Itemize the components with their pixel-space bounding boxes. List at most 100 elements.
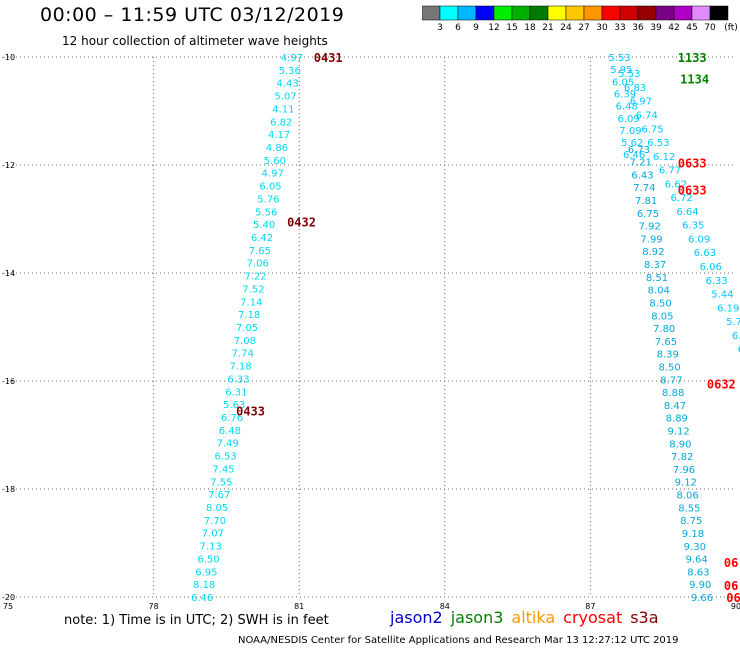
lon-tick-label: 81 [294,602,304,610]
wave-height-value: 9.66 [691,593,713,604]
wave-height-value: 5.60 [264,156,286,167]
wave-height-value: 4.97 [262,169,284,180]
wave-height-value: 4.43 [277,79,299,90]
wave-height-value: 6.42 [251,233,273,244]
color-scale-label: 6 [455,23,461,33]
wave-height-value: 5.36 [279,66,301,77]
wave-height-value: 8.50 [649,298,671,309]
color-scale-label: 18 [524,23,536,33]
wave-height-value: 6.39 [614,89,636,100]
wave-height-value: 8.75 [680,516,702,527]
wave-height-value: 6.74 [636,111,658,122]
wave-height-value: 8.47 [664,401,686,412]
color-scale-label: 24 [560,23,572,33]
wave-height-value: 6.53 [647,138,669,149]
wave-height-value: 7.18 [229,362,251,373]
color-scale-label: 27 [578,23,590,33]
color-scale-label: 39 [650,23,662,33]
wave-height-value: 6.35 [682,221,704,232]
pass-time-label: 1134 [680,73,709,87]
wave-height-value: 7.92 [639,222,661,233]
wave-height-value: 7.65 [249,246,271,257]
wave-height-value: 5.56 [255,207,277,218]
lat-tick-label: -16 [2,377,15,386]
chart-title: 00:00 – 11:59 UTC 03/12/2019 [40,4,345,26]
color-scale-labels: 3 6 9 12 15 18 21 24 27 30 33 36 39 42 45 70 (ft) [422,23,740,35]
wave-height-value: 5.76 [257,194,279,205]
color-scale-label: 33 [614,23,626,33]
lon-tick-label: 78 [149,602,159,610]
wave-height-value: 5.53 [608,53,630,64]
wave-height-value: 6.12 [653,152,675,163]
wave-height-value: 6.77 [659,166,681,177]
lat-tick-label: -10 [2,53,15,62]
legend-item-jason3: jason3 [450,608,504,627]
wave-height-value: 7.07 [202,529,224,540]
wave-height-value: 8.05 [651,311,673,322]
wave-height-value: 7.67 [208,490,230,501]
color-scale-label: 12 [488,23,500,33]
wave-height-value: 6.46 [623,150,645,161]
wave-height-value: 6.83 [624,83,646,94]
wave-height-value: 6.73 [628,145,650,156]
wave-height-value: 5.63 [223,400,245,411]
wave-height-value: 8.77 [660,375,682,386]
wave-height-value: 8.92 [642,247,664,258]
wave-height-value: 7.49 [217,439,239,450]
wave-height-value: 6.95 [195,567,217,578]
color-swatch [709,5,729,21]
wave-height-value: 6.46 [191,593,213,604]
lat-tick-label: -14 [2,269,15,278]
credit-line: NOAA/NESDIS Center for Satellite Applica… [238,635,679,646]
wave-height-value: 4.86 [266,143,288,154]
lon-tick-label: 75 [3,602,13,610]
wave-height-value: 6.09 [617,114,639,125]
wave-height-value: 8.88 [662,388,684,399]
footer-note: note: 1) Time is in UTC; 2) SWH is in fe… [64,613,329,628]
wave-height-value: 7.70 [204,516,226,527]
wave-height-value: 8.50 [658,362,680,373]
legend-item-cryosat: cryosat [563,608,623,627]
wave-height-value: 6.33 [227,374,249,385]
wave-height-value: 7.13 [200,542,222,553]
wave-height-value: 6.76 [221,413,243,424]
color-scale-bar [422,5,729,21]
wave-height-value: 5.95 [610,65,632,76]
lat-tick-label: -12 [2,161,15,170]
wave-height-value: 7.18 [238,310,260,321]
wave-height-value: 7.96 [673,465,695,476]
color-scale-label: 9 [473,23,479,33]
wave-height-value: 7.08 [234,336,256,347]
wave-height-value: 6.64 [676,207,698,218]
wave-height-value: 6.48 [616,102,638,113]
wave-height-value: 6.05 [612,77,634,88]
chart-subtitle: 12 hour collection of altimeter wave hei… [62,34,328,48]
lat-tick-label: -18 [2,485,15,494]
wave-height-value: 8.06 [676,491,698,502]
pass-time-label: 06 [726,591,740,605]
wave-height-value: 6.06 [700,262,722,273]
wave-height-value: 6.43 [631,170,653,181]
wave-height-value: 5.7 [726,317,740,328]
wave-height-value: 7.45 [212,464,234,475]
lon-tick-label: 87 [585,602,595,610]
wave-height-value: 9.12 [667,427,689,438]
color-scale-label: 30 [596,23,608,33]
wave-height-value: 8.39 [657,350,679,361]
wave-height-value: 8.51 [646,273,668,284]
wave-height-value: 9.30 [684,542,706,553]
wave-height-value: 8.18 [193,580,215,591]
wave-height-value: 7.82 [671,452,693,463]
pass-time-label: 0632 [707,378,736,392]
color-scale-label: 21 [542,23,554,33]
pass-time-label: 0633 [678,183,707,197]
color-scale-label: 42 [668,23,680,33]
wave-height-value: 9.12 [675,478,697,489]
wave-height-value: 7.21 [630,158,652,169]
pass-time-label: 0432 [287,216,316,230]
wave-height-value: 8.89 [666,414,688,425]
wave-height-value: 5.44 [711,290,733,301]
wave-height-value: 8.90 [669,439,691,450]
wave-height-value: 6.19 [717,303,739,314]
wave-height-value: 6.75 [641,124,663,135]
